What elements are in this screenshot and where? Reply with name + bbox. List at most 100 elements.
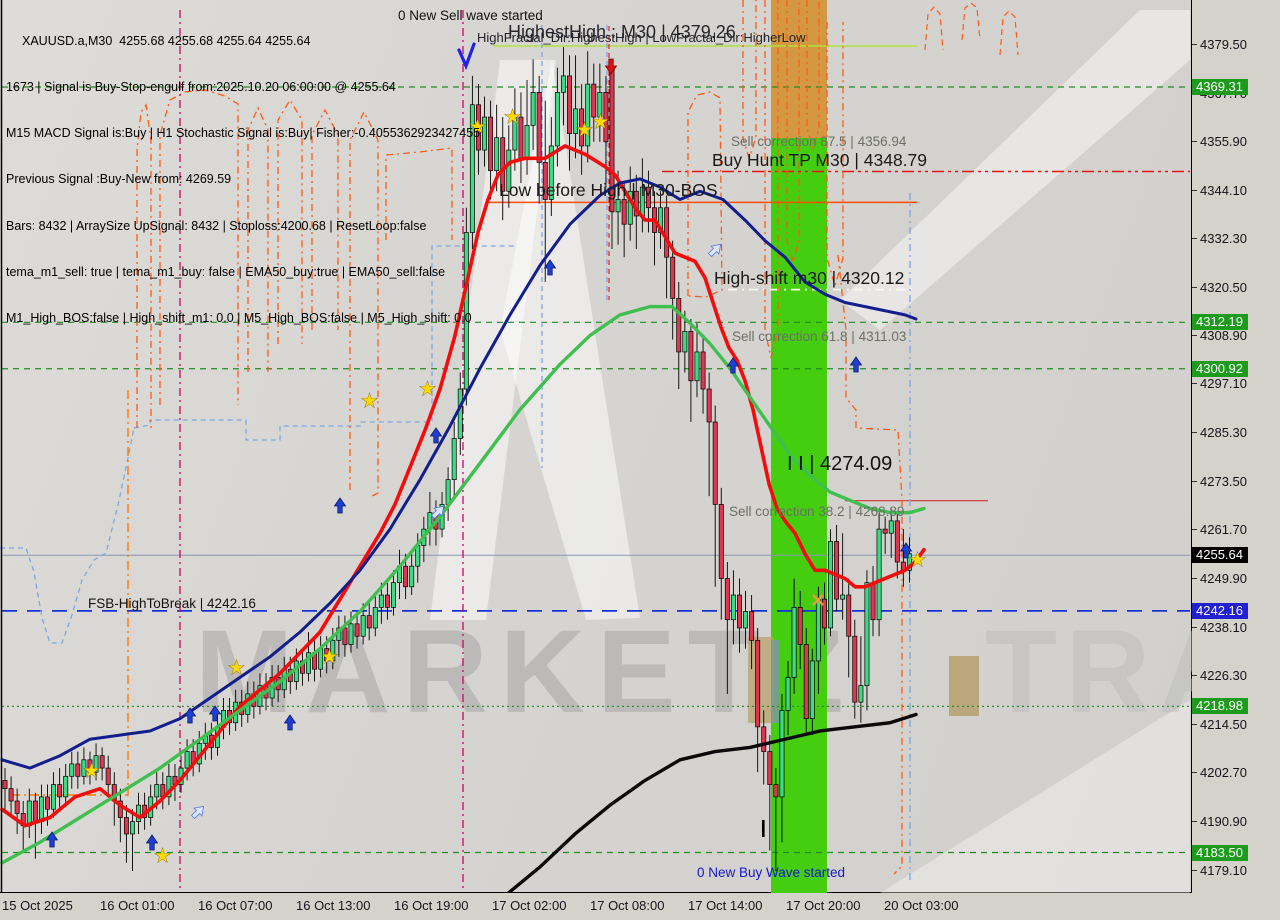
candle-bearish — [882, 528, 888, 534]
candle-bearish — [773, 784, 779, 798]
hollow-arrow-icon — [430, 505, 445, 520]
candle-bullish — [779, 710, 785, 798]
candle-bullish — [348, 623, 354, 645]
time-tick-label: 16 Oct 07:00 — [198, 898, 273, 913]
price-level-badge: 4255.64 — [1192, 547, 1248, 564]
candle-bearish — [712, 421, 718, 505]
candle-bearish — [761, 726, 767, 752]
candle-bullish — [530, 92, 536, 126]
candle-bullish — [627, 190, 633, 225]
time-tick-label: 17 Oct 14:00 — [688, 898, 763, 913]
price-level-badge: 4312.19 — [1192, 314, 1248, 331]
price-tick-label: 4297.10 — [1192, 376, 1247, 391]
chart-plot-area[interactable]: MARKETZTRADE★★★★★★★★★★★0 New Sell wave s… — [0, 0, 1192, 893]
candle-bearish — [32, 800, 38, 822]
annotation-sell-corr-382: Sell correction 38.2 | 4268.89 — [729, 504, 904, 519]
annotation-sell-corr-875: Sell correction 87.5 | 4356.94 — [731, 134, 907, 149]
candle-bullish — [494, 137, 500, 172]
candle-bullish — [548, 145, 554, 200]
price-level-badge: 4183.50 — [1192, 844, 1248, 861]
price-tick-mark — [1192, 334, 1197, 336]
price-tick-mark — [1192, 189, 1197, 191]
candle-bearish — [797, 607, 803, 645]
candle-bullish — [791, 607, 797, 678]
candle-bearish — [105, 767, 111, 785]
buy-arrow-up-icon — [145, 834, 159, 851]
candle-bullish — [876, 528, 882, 621]
candle-bearish — [670, 256, 676, 299]
candle-bullish — [360, 615, 366, 637]
candle-bearish — [403, 565, 409, 588]
candle-bearish — [384, 594, 390, 608]
fractal-channel-line — [247, 106, 269, 372]
price-axis[interactable]: 4379.504367.704355.904344.104332.304320.… — [1192, 0, 1280, 920]
candle-bullish — [730, 594, 736, 621]
buy-arrow-up-icon — [726, 357, 740, 374]
buy-signal-star-icon: ★ — [592, 112, 609, 133]
fractal-channel-line — [687, 91, 723, 298]
background-swoosh-shape — [430, 60, 556, 620]
fractal-channel-line — [826, 22, 844, 289]
price-level-badge: 4300.92 — [1192, 360, 1248, 377]
candle-bullish — [93, 755, 99, 773]
price-tick-mark — [1192, 772, 1197, 774]
candle-bearish — [123, 817, 129, 835]
candle-bearish — [700, 351, 706, 390]
candle-bullish — [463, 232, 469, 390]
candle-bearish — [366, 615, 372, 629]
candle-bearish — [2, 780, 8, 790]
candle-bearish — [755, 639, 761, 728]
time-axis[interactable]: 15 Oct 2025 16 Oct 01:00 16 Oct 07:00 16 Oc… — [0, 893, 1280, 920]
fractal-channel-line — [385, 147, 453, 240]
candle-bullish — [809, 660, 815, 719]
price-tick-mark — [1192, 529, 1197, 531]
background-swoosh-shape — [840, 10, 1190, 330]
candle-bullish — [554, 92, 560, 147]
buy-signal-star-icon: ★ — [576, 120, 593, 141]
candle-bullish — [63, 775, 69, 798]
candle-bearish — [688, 330, 694, 382]
candle-bearish — [852, 635, 858, 703]
fractal-channel-line — [136, 103, 152, 428]
ma-black-line — [505, 712, 918, 893]
khaki-box — [748, 637, 774, 723]
annotation-sell-wave-note: 0 New Sell wave started — [398, 8, 543, 23]
price-tick-mark — [1192, 44, 1197, 45]
annotation-sell-corr-618: Sell correction 61.8 | 4311.03 — [732, 329, 906, 344]
price-tick-label: 4226.30 — [1192, 668, 1247, 683]
candle-bearish — [354, 623, 360, 637]
price-tick-label: 4273.50 — [1192, 474, 1247, 489]
price-tick-label: 4285.30 — [1192, 425, 1247, 440]
buy-arrow-up-icon — [899, 542, 913, 559]
candle-bullish — [888, 520, 894, 534]
watermark-bar — [949, 656, 979, 716]
price-tick-mark — [1192, 432, 1197, 434]
candle-bullish — [378, 594, 384, 608]
price-tick-label: 4332.30 — [1192, 231, 1247, 246]
price-tick-mark — [1192, 675, 1197, 677]
price-tick-label: 4238.10 — [1192, 620, 1247, 635]
candle-bearish — [57, 784, 63, 798]
fractal-channel-line — [961, 2, 981, 41]
price-tick-label: 4379.50 — [1192, 37, 1247, 52]
buy-signal-star-icon: ★ — [469, 117, 486, 138]
buy-signal-star-icon: ★ — [321, 647, 338, 668]
fractal-channel-line — [999, 10, 1019, 56]
candle-bullish — [597, 92, 603, 118]
price-tick-label: 4344.10 — [1192, 183, 1247, 198]
candle-bearish — [536, 92, 542, 163]
chart-canvas[interactable]: MARKETZTRADE★★★★★★★★★★★0 New Sell wave s… — [0, 0, 1192, 893]
time-tick-label: 20 Oct 03:00 — [884, 898, 959, 913]
candle-bullish — [184, 751, 190, 769]
candle-bullish — [864, 582, 870, 687]
candle-bearish — [803, 644, 809, 719]
annotation-buy-hunt-tp: Buy Hunt TP M30 | 4348.79 — [712, 150, 927, 170]
fractal-channel-line — [786, 0, 800, 265]
fractal-channel-line — [0, 427, 135, 644]
fractal-channel-line — [806, 0, 820, 151]
candle-bearish — [767, 751, 773, 785]
candle-bullish — [840, 594, 846, 600]
price-tick-mark — [1192, 723, 1197, 725]
buy-arrow-up-icon — [333, 497, 347, 514]
buy-signal-star-icon: ★ — [909, 550, 926, 571]
